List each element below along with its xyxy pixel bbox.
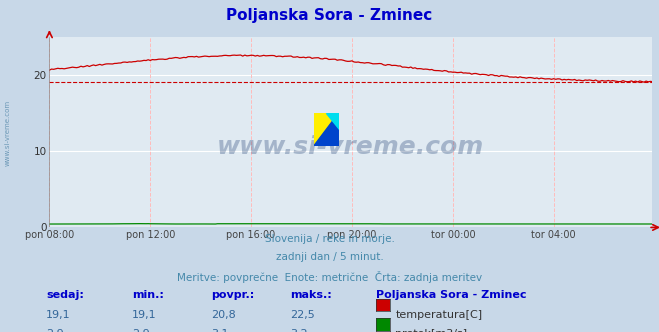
Polygon shape xyxy=(314,113,339,146)
Text: temperatura[C]: temperatura[C] xyxy=(395,310,482,320)
Text: pretok[m3/s]: pretok[m3/s] xyxy=(395,329,467,332)
Text: 3,1: 3,1 xyxy=(211,329,229,332)
Text: 2,9: 2,9 xyxy=(46,329,64,332)
Text: povpr.:: povpr.: xyxy=(211,290,254,300)
Text: maks.:: maks.: xyxy=(290,290,331,300)
Text: min.:: min.: xyxy=(132,290,163,300)
Text: www.si-vreme.com: www.si-vreme.com xyxy=(5,100,11,166)
Text: 2,9: 2,9 xyxy=(132,329,150,332)
Text: sedaj:: sedaj: xyxy=(46,290,84,300)
Text: zadnji dan / 5 minut.: zadnji dan / 5 minut. xyxy=(275,252,384,262)
Text: 19,1: 19,1 xyxy=(132,310,156,320)
Text: Poljanska Sora - Zminec: Poljanska Sora - Zminec xyxy=(376,290,526,300)
Polygon shape xyxy=(326,113,339,129)
Polygon shape xyxy=(314,113,339,146)
Text: Poljanska Sora - Zminec: Poljanska Sora - Zminec xyxy=(227,8,432,23)
Text: 19,1: 19,1 xyxy=(46,310,71,320)
Text: www.si-vreme.com: www.si-vreme.com xyxy=(217,135,484,159)
Text: Meritve: povprečne  Enote: metrične  Črta: zadnja meritev: Meritve: povprečne Enote: metrične Črta:… xyxy=(177,271,482,283)
Text: 20,8: 20,8 xyxy=(211,310,236,320)
Text: 3,2: 3,2 xyxy=(290,329,308,332)
Text: Slovenija / reke in morje.: Slovenija / reke in morje. xyxy=(264,234,395,244)
Text: 22,5: 22,5 xyxy=(290,310,315,320)
